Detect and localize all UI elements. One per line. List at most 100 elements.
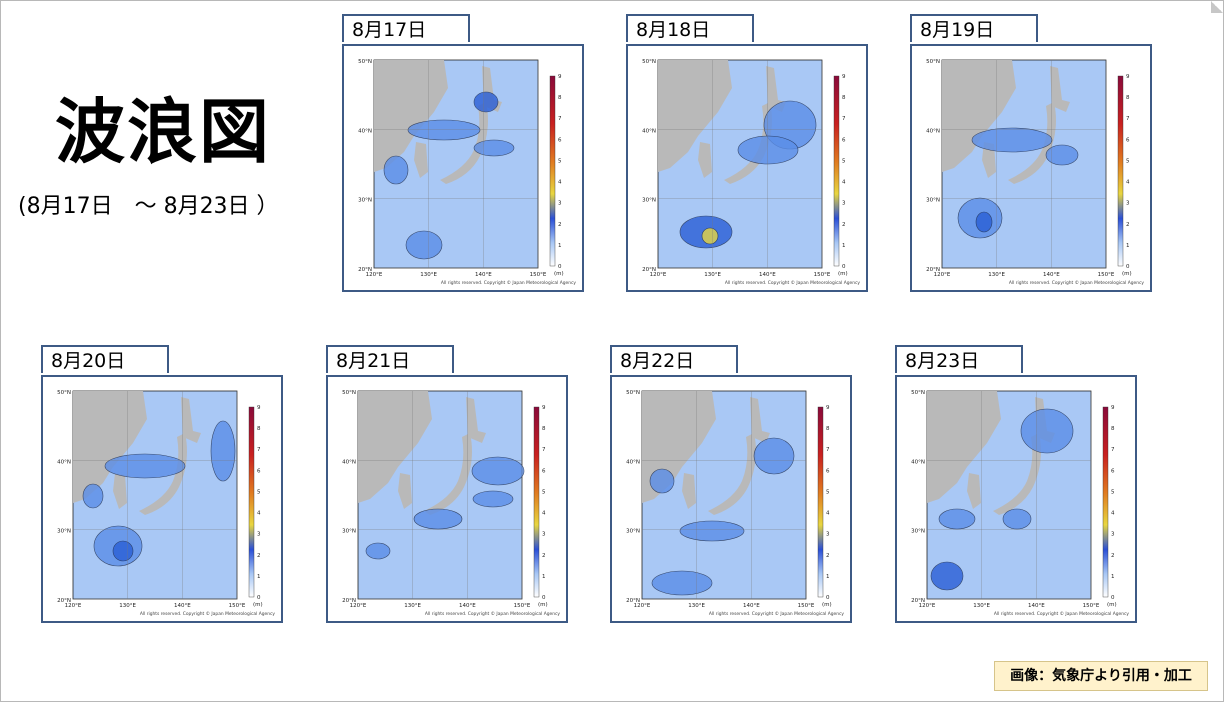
wave-region: [651, 570, 713, 596]
latitude-label: 50°N: [911, 390, 925, 396]
land-asia: [658, 60, 732, 172]
colorbar-tick-label: 1: [558, 243, 562, 249]
longitude-label: 140°E: [475, 272, 492, 278]
wave-map-panel: 8月22日 50°N 40°N 30°N 20°N 120°E 130°E 140°E 150°…: [610, 345, 854, 623]
colorbar-tick-label: 5: [842, 158, 846, 164]
colorbar-tick-label: 5: [542, 489, 546, 495]
colorbar-tick-label: 3: [257, 532, 261, 538]
longitude-label: 130°E: [420, 272, 437, 278]
colorbar-tick-label: 7: [842, 116, 846, 122]
colorbar-tick-label: 3: [842, 201, 846, 207]
land-hokkaido: [181, 397, 201, 443]
colorbar-tick-label: 6: [826, 468, 830, 474]
copyright-credit: All rights reserved. Copyright © Japan M…: [441, 279, 577, 286]
wave-map-panel: 8月20日 50°N 40°N 30°N 20°N 120°E 130°E 140°E 150°…: [41, 345, 285, 623]
copyright-credit: All rights reserved. Copyright © Japan M…: [425, 610, 561, 617]
colorbar-tick-label: 2: [542, 553, 546, 559]
colorbar-tick-label: 3: [826, 532, 830, 538]
panel-date-label: 8月17日: [342, 14, 470, 42]
map-frame: 50°N 40°N 30°N 20°N 120°E 130°E 140°E 150°E 9 8 7 6…: [626, 44, 868, 292]
latitude-label: 50°N: [57, 390, 71, 396]
latitude-label: 50°N: [358, 59, 372, 65]
colorbar-tick-label: 7: [1111, 447, 1115, 453]
wave-region: [112, 540, 134, 562]
wave-region: [473, 91, 499, 113]
colorbar-tick-label: 7: [826, 447, 830, 453]
wave-map-panel: 8月17日 50°N 40°N 30°N 20°N 120°E 130°E 140°E 150°…: [342, 14, 586, 292]
colorbar-unit: (m): [253, 602, 263, 608]
colorbar-tick-label: 0: [1126, 264, 1130, 270]
longitude-label: 120°E: [650, 272, 667, 278]
colorbar-tick-label: 2: [257, 553, 261, 559]
latitude-label: 30°N: [342, 529, 356, 535]
colorbar-tick-label: 5: [1111, 489, 1115, 495]
latitude-label: 20°N: [57, 598, 71, 604]
land-asia: [374, 60, 448, 172]
colorbar-tick-label: 9: [542, 405, 546, 411]
colorbar-tick-label: 0: [558, 264, 562, 270]
wave-height-colorbar: [1117, 75, 1124, 267]
longitude-label: 150°E: [814, 272, 831, 278]
colorbar-tick-label: 6: [542, 468, 546, 474]
land-hokkaido: [766, 66, 786, 112]
wave-map-panel: 8月18日 50°N 40°N 30°N 20°N 120°E 130°E 140°E 150°…: [626, 14, 870, 292]
colorbar-tick-label: 1: [257, 574, 261, 580]
wave-region: [938, 508, 976, 530]
map-frame: 50°N 40°N 30°N 20°N 120°E 130°E 140°E 150°E 9 8 7 6…: [910, 44, 1152, 292]
wave-region: [737, 135, 799, 165]
colorbar-unit: (m): [838, 271, 848, 277]
land-korea: [414, 142, 428, 178]
copyright-credit: All rights reserved. Copyright © Japan M…: [140, 610, 276, 617]
land-korea: [698, 142, 712, 178]
land-hokkaido: [1050, 66, 1070, 112]
wave-height-colorbar: [248, 406, 255, 598]
wave-region: [701, 227, 719, 245]
colorbar-tick-label: 7: [1126, 116, 1130, 122]
colorbar-tick-label: 1: [542, 574, 546, 580]
colorbar-tick-label: 1: [826, 574, 830, 580]
latitude-label: 20°N: [911, 598, 925, 604]
corner-fold-decoration: [1211, 1, 1223, 13]
panel-date-label: 8月23日: [895, 345, 1023, 373]
wave-region: [82, 483, 104, 509]
latitude-label: 20°N: [642, 267, 656, 273]
colorbar-tick-label: 6: [1126, 137, 1130, 143]
latitude-label: 30°N: [57, 529, 71, 535]
latitude-label: 40°N: [911, 459, 925, 465]
wave-region: [405, 230, 443, 260]
wave-region: [407, 119, 481, 141]
land-hokkaido: [466, 397, 486, 443]
longitude-label: 120°E: [634, 603, 651, 609]
panel-date-label: 8月21日: [326, 345, 454, 373]
copyright-credit: All rights reserved. Copyright © Japan M…: [1009, 279, 1145, 286]
colorbar-tick-label: 1: [1126, 243, 1130, 249]
wave-region: [753, 437, 795, 475]
longitude-label: 150°E: [229, 603, 246, 609]
copyright-credit: All rights reserved. Copyright © Japan M…: [709, 610, 845, 617]
wave-map-panel: 8月21日 50°N 40°N 30°N 20°N 120°E 130°E 140°E 150°…: [326, 345, 570, 623]
map-frame: 50°N 40°N 30°N 20°N 120°E 130°E 140°E 150°E 9 8 7 6…: [326, 375, 568, 623]
wave-region: [104, 453, 186, 479]
wave-region: [210, 420, 236, 482]
latitude-label: 20°N: [926, 267, 940, 273]
longitude-label: 120°E: [65, 603, 82, 609]
colorbar-tick-label: 9: [257, 405, 261, 411]
wave-region: [649, 468, 675, 494]
colorbar-tick-label: 1: [842, 243, 846, 249]
copyright-credit: All rights reserved. Copyright © Japan M…: [994, 610, 1130, 617]
land-korea: [682, 473, 696, 509]
colorbar-unit: (m): [538, 602, 548, 608]
colorbar-tick-label: 6: [558, 137, 562, 143]
colorbar-tick-label: 1: [1111, 574, 1115, 580]
wave-region: [971, 127, 1053, 153]
page-title: 波浪図: [55, 91, 271, 173]
colorbar-tick-label: 3: [542, 532, 546, 538]
colorbar-tick-label: 5: [826, 489, 830, 495]
